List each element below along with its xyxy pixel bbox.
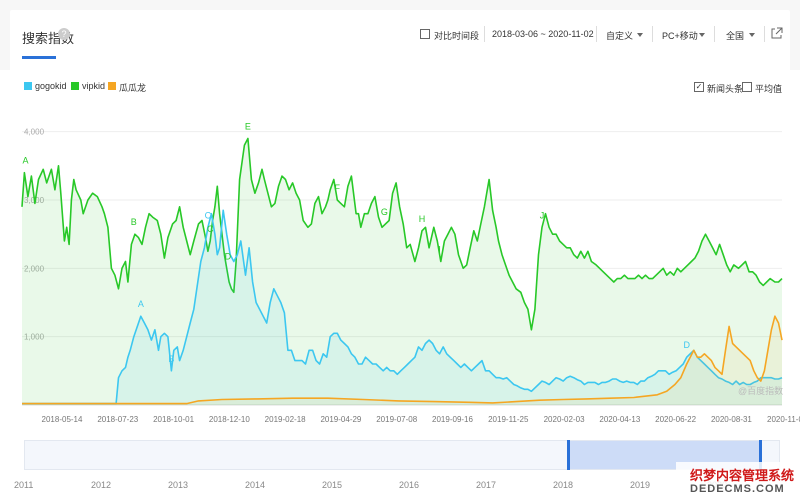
timeline-year-label: 2012	[91, 480, 112, 490]
series-line-瓜瓜龙	[22, 315, 783, 405]
title-underline	[22, 56, 56, 59]
x-tick-label: 2020-04-13	[599, 415, 640, 424]
legend-swatch-vipkid	[71, 82, 79, 90]
timeline-year-label: 2018	[553, 480, 574, 490]
divider	[652, 26, 653, 42]
annotation-marker: B	[131, 217, 137, 227]
timeline-year-label: 2014	[245, 480, 266, 490]
annotation-marker: I	[438, 245, 441, 255]
annotation-marker: A	[138, 299, 144, 309]
news-checkbox[interactable]: ✓	[694, 82, 704, 92]
timeline-year-label: 2015	[322, 480, 343, 490]
x-tick-label: 2019-09-16	[432, 415, 473, 424]
annotation-marker: J	[540, 210, 545, 220]
average-label[interactable]: 平均值	[755, 84, 783, 94]
chevron-down-icon	[749, 33, 755, 37]
chart-panel	[10, 10, 790, 500]
x-tick-label: 2018-10-01	[153, 415, 194, 424]
series-area-瓜瓜龙	[22, 316, 782, 405]
compare-label[interactable]: 对比时间段	[434, 31, 480, 41]
timeline-year-label: 2016	[399, 480, 420, 490]
divider	[714, 26, 715, 42]
annotation-marker: A	[23, 156, 29, 166]
annotation-marker: C	[207, 224, 214, 234]
timeline-year-label: 2011	[14, 480, 34, 490]
x-tick-label: 2018-05-14	[42, 415, 83, 424]
x-tick-label: 2018-12-10	[209, 415, 250, 424]
annotation-marker: C	[205, 210, 212, 220]
divider	[596, 26, 597, 42]
help-icon[interactable]: ?	[58, 28, 70, 40]
timeline-year-label: 2017	[476, 480, 497, 490]
news-label[interactable]: 新闻头条	[707, 84, 744, 94]
y-tick-label: 2,000	[24, 264, 45, 273]
device-dropdown[interactable]: PC+移动	[662, 31, 698, 41]
y-tick-label: 4,000	[24, 128, 45, 137]
divider	[484, 26, 485, 42]
series-line-gogokid	[22, 209, 783, 405]
chevron-down-icon	[637, 33, 643, 37]
legend-label-vipkid[interactable]: vipkid	[82, 81, 106, 91]
site-watermark: 织梦内容管理系统 DEDECMS.COM	[676, 462, 800, 500]
x-tick-label: 2020-02-03	[544, 415, 585, 424]
annotation-marker: H	[419, 214, 426, 224]
annotation-marker: D	[683, 340, 690, 350]
compare-checkbox[interactable]	[420, 29, 430, 39]
region-dropdown[interactable]: 全国	[726, 31, 745, 41]
x-tick-label: 2020-08-31	[711, 415, 752, 424]
legend-swatch-guagualong	[108, 82, 116, 90]
custom-range-dropdown[interactable]: 自定义	[606, 31, 634, 41]
share-icon[interactable]	[770, 27, 783, 40]
y-tick-label: 1,000	[24, 333, 45, 342]
timeline-navigator[interactable]	[24, 440, 780, 470]
annotation-marker: D	[225, 251, 232, 261]
series-area-vipkid	[22, 138, 782, 405]
timeline-year-label: 2013	[168, 480, 189, 490]
x-tick-label: 2019-02-18	[265, 415, 306, 424]
date-range-picker[interactable]: 2018-03-06 ~ 2020-11-02	[492, 29, 594, 39]
legend-swatch-gogokid	[24, 82, 32, 90]
legend-label-guagualong[interactable]: 瓜瓜龙	[119, 83, 147, 93]
annotation-marker: F	[335, 183, 341, 193]
x-tick-label: 2020-11-02	[767, 415, 800, 424]
annotation-marker: G	[381, 207, 388, 217]
series-line-vipkid	[21, 137, 783, 331]
timeline-year-label: 2019	[630, 480, 651, 490]
timeline-right-handle[interactable]	[758, 440, 762, 470]
chevron-down-icon	[699, 33, 705, 37]
x-tick-label: 2020-06-22	[655, 415, 696, 424]
divider	[764, 26, 765, 42]
annotation-marker: E	[245, 122, 251, 132]
x-tick-label: 2018-07-23	[97, 415, 138, 424]
x-tick-label: 2019-11-25	[488, 415, 529, 424]
x-tick-label: 2019-04-29	[320, 415, 361, 424]
timeline-left-handle[interactable]	[566, 440, 570, 470]
average-checkbox[interactable]	[742, 82, 752, 92]
x-tick-label: 2019-07-08	[376, 415, 417, 424]
chart-watermark: @百度指数	[738, 386, 784, 396]
annotation-marker: B	[168, 354, 174, 364]
legend-label-gogokid[interactable]: gogokid	[35, 81, 67, 91]
series-area-gogokid	[22, 210, 782, 405]
